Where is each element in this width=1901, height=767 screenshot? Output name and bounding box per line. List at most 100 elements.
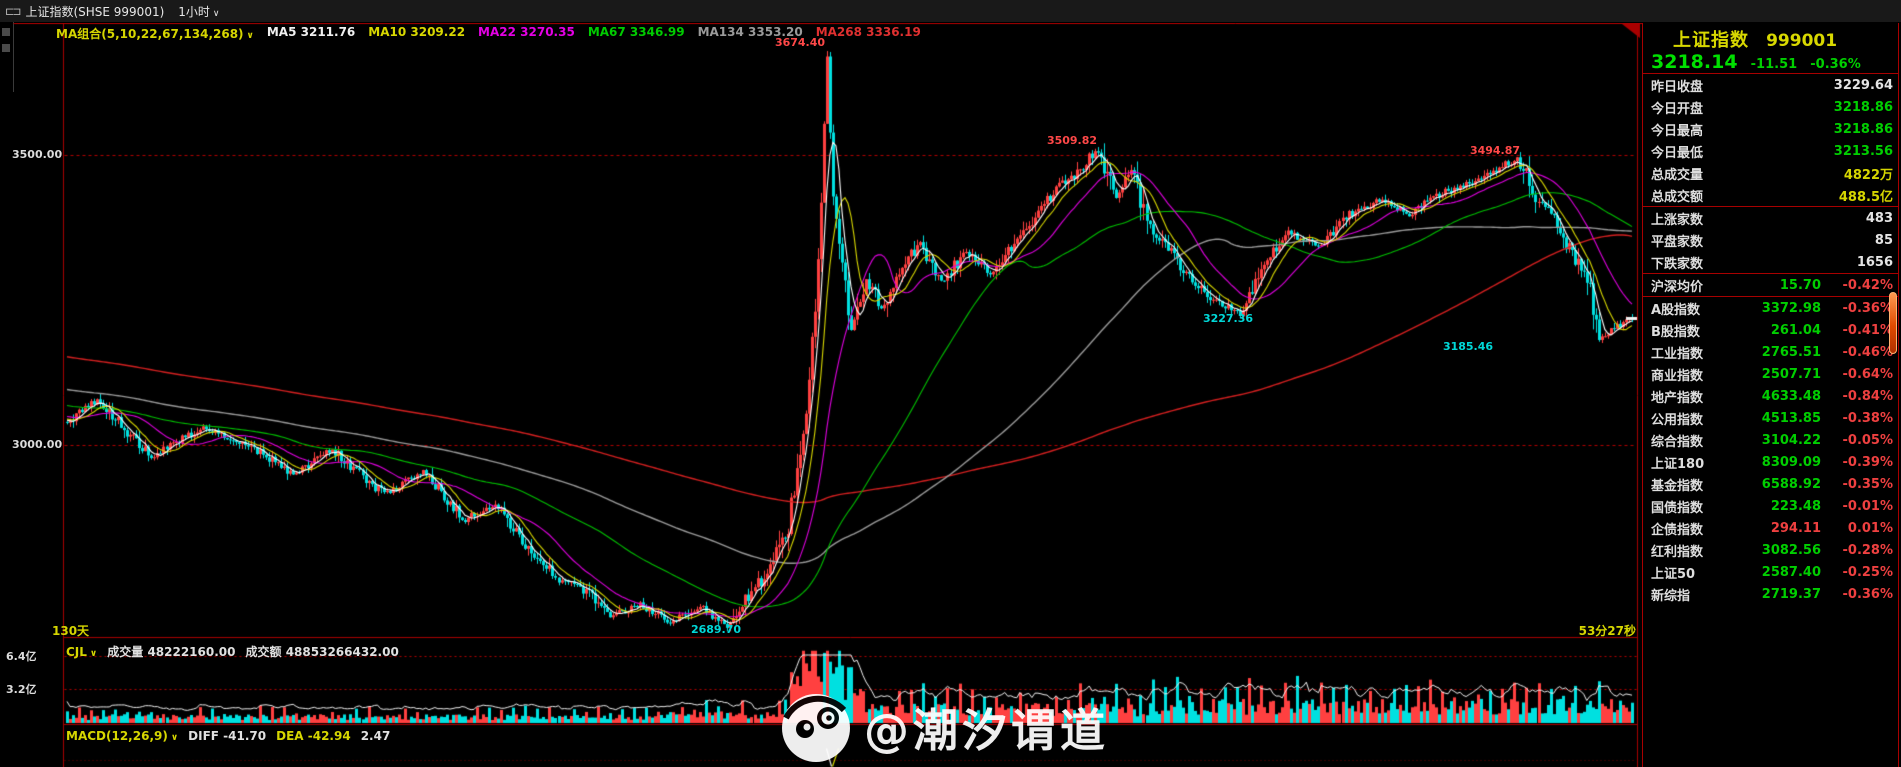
quote-row-label: 地产指数 [1651, 390, 1704, 406]
quote-row-label: 今日最低 [1651, 145, 1704, 161]
quote-row[interactable]: 上证50 2587.40 -0.25% [1643, 561, 1898, 583]
quote-row[interactable]: 工业指数 2765.51 -0.46% [1643, 341, 1898, 363]
watermark-text: @潮汐谓道 [864, 703, 1110, 757]
quote-row-label: 下跌家数 [1651, 256, 1704, 272]
peak-price-label: 3674.40 [774, 36, 826, 49]
quote-row-label: 上证50 [1651, 566, 1696, 582]
ma-legend-item: MA5 3211.76 [266, 25, 356, 39]
chevron-down-icon: ∨ [246, 31, 254, 41]
chevron-down-icon: ∨ [170, 733, 179, 743]
quote-row[interactable]: 企债指数 294.11 0.01% [1643, 517, 1898, 539]
quote-row[interactable]: 公用指数 4513.85 -0.38% [1643, 407, 1898, 429]
quote-row[interactable]: 上涨家数 483 [1643, 207, 1898, 229]
trough-price-label: 3185.46 [1442, 340, 1494, 353]
quote-row[interactable]: B股指数 261.04 -0.41% [1643, 319, 1898, 341]
quote-row[interactable]: 今日最低 3213.56 [1643, 140, 1898, 162]
quote-row-value: 261.04 [1770, 322, 1821, 338]
quote-row[interactable]: 新综指 2719.37 -0.36% [1643, 583, 1898, 605]
quote-row-value: 488.5亿 [1838, 189, 1893, 205]
countdown-label: 53分27秒 [1578, 624, 1636, 638]
quote-row-label: 上证180 [1651, 456, 1705, 472]
watermark: @潮汐谓道 [778, 688, 1109, 764]
quote-row[interactable]: 下跌家数 1656 [1643, 251, 1898, 273]
quote-row-label: 商业指数 [1651, 368, 1704, 384]
quote-row-label: 企债指数 [1651, 522, 1704, 538]
quote-row[interactable]: 总成交量 4822万 [1643, 162, 1898, 184]
ma-settings-selector[interactable]: MA组合(5,10,22,67,134,268) ∨ [56, 27, 254, 41]
quote-row-value: 294.11 [1770, 520, 1821, 536]
quote-row-value: 3218.86 [1833, 99, 1893, 115]
quote-row-value: 85 [1874, 232, 1893, 248]
volume-indicator-selector[interactable]: CJL ∨ [66, 645, 97, 659]
quote-row-value: 2507.71 [1761, 366, 1821, 382]
quote-row-value: 3229.64 [1833, 77, 1893, 93]
quote-row[interactable]: 综合指数 3104.22 -0.05% [1643, 429, 1898, 451]
quote-row-pct: -0.36% [1842, 586, 1894, 602]
quote-row-label: 国债指数 [1651, 500, 1704, 516]
quote-row[interactable]: 今日最高 3218.86 [1643, 118, 1898, 140]
quote-row-pct: -0.41% [1842, 322, 1894, 338]
quote-row[interactable]: 今日开盘 3218.86 [1643, 96, 1898, 118]
quote-row-pct: -0.84% [1842, 388, 1894, 404]
quote-row-label: 今日最高 [1651, 123, 1704, 139]
volume-axis-label: 6.4亿 [6, 650, 37, 663]
quote-row-label: 上涨家数 [1651, 212, 1704, 228]
quote-row-label: 昨日收盘 [1651, 79, 1704, 95]
quote-row[interactable]: 地产指数 4633.48 -0.84% [1643, 385, 1898, 407]
quote-row[interactable]: A股指数 3372.98 -0.36% [1643, 297, 1898, 319]
volume-field: 成交量 48222160.00 [107, 645, 236, 659]
ma-legend-item: MA268 3336.19 [815, 25, 921, 39]
quote-row-value: 3213.56 [1833, 143, 1893, 159]
quote-row[interactable]: 昨日收盘 3229.64 [1643, 74, 1898, 96]
quote-row[interactable]: 国债指数 223.48 -0.01% [1643, 495, 1898, 517]
macd-diff-field: DIFF -41.70 [188, 729, 267, 743]
quote-row-pct: -0.38% [1842, 410, 1894, 426]
quote-row-pct: -0.01% [1842, 498, 1894, 514]
quote-row-label: 总成交量 [1651, 167, 1704, 183]
panel-separator [1643, 273, 1898, 274]
volume-pane-header: CJL ∨ 成交量 48222160.00 成交额 48853266432.00 [66, 643, 399, 660]
scrollbar-thumb[interactable] [1889, 292, 1897, 354]
quote-panel-header[interactable]: 上证指数 999001 [1643, 23, 1898, 52]
macd-indicator-selector[interactable]: MACD(12,26,9) ∨ [66, 729, 178, 743]
quote-row-value: 223.48 [1770, 498, 1821, 514]
quote-row-pct: -0.46% [1842, 344, 1894, 360]
volume-indicator-label: CJL [66, 644, 87, 659]
last-price-line: 3218.14 -11.51 -0.36% [1643, 51, 1898, 73]
quote-row-value: 6588.92 [1761, 476, 1821, 492]
weibo-logo-icon [782, 694, 850, 762]
quote-row-pct: -0.25% [1842, 564, 1894, 580]
macd-dea-field: DEA -42.94 [276, 729, 351, 743]
quote-row-pct: -0.05% [1842, 432, 1894, 448]
panel-separator [1643, 296, 1898, 297]
quote-row-label: 新综指 [1651, 588, 1691, 604]
price-axis-label: 3500.00 [12, 148, 63, 161]
quote-row[interactable]: 平盘家数 85 [1643, 229, 1898, 251]
quote-row[interactable]: 基金指数 6588.92 -0.35% [1643, 473, 1898, 495]
quote-row[interactable]: 沪深均价 15.70 -0.42% [1643, 274, 1898, 296]
quote-row-pct: -0.28% [1842, 542, 1894, 558]
quote-row-pct: -0.42% [1842, 277, 1894, 293]
chevron-down-icon: ∨ [89, 648, 98, 659]
quote-row[interactable]: 总成交额 488.5亿 [1643, 184, 1898, 206]
quote-row[interactable]: 红利指数 3082.56 -0.28% [1643, 539, 1898, 561]
index-code: 999001 [1766, 31, 1838, 51]
quote-row[interactable]: 商业指数 2507.71 -0.64% [1643, 363, 1898, 385]
quote-row-value: 3218.86 [1833, 121, 1893, 137]
peak-price-label: 3509.82 [1046, 134, 1098, 147]
macd-value-field: 2.47 [360, 729, 391, 743]
peak-price-label: 3494.87 [1469, 144, 1521, 157]
quote-row-value: 2587.40 [1761, 564, 1821, 580]
quote-row-value: 483 [1865, 210, 1893, 226]
ma-legend-item: MA67 3346.99 [587, 25, 685, 39]
quote-row-pct: -0.64% [1842, 366, 1894, 382]
quote-row-value: 2719.37 [1761, 586, 1821, 602]
quote-row-label: 红利指数 [1651, 544, 1704, 560]
quote-row-label: 基金指数 [1651, 478, 1704, 494]
price-change-pct: -0.36% [1810, 57, 1861, 72]
ma-legend-item: MA134 3353.20 [697, 25, 803, 39]
quote-row[interactable]: 上证180 8309.09 -0.39% [1643, 451, 1898, 473]
quote-row-value: 4822万 [1843, 167, 1893, 183]
